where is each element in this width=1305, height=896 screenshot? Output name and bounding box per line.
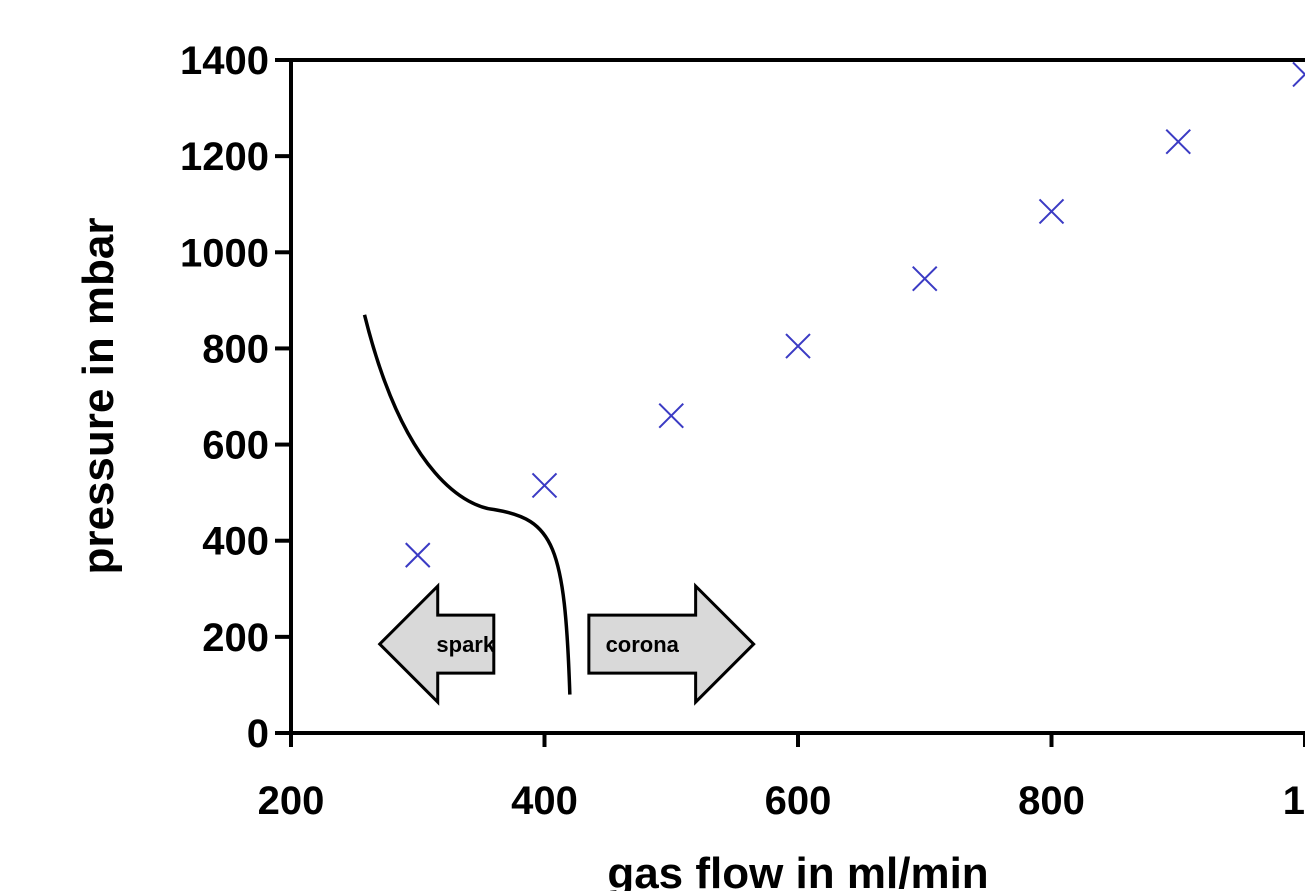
x-axis: 200 400 600 800 10 xyxy=(258,733,1305,823)
data-point xyxy=(658,403,684,429)
data-point-stroke xyxy=(785,333,811,359)
data-point xyxy=(405,542,431,568)
data-point-stroke xyxy=(1292,61,1305,76)
corona-arrow-label: corona xyxy=(606,632,680,657)
data-point-stroke xyxy=(1038,198,1065,225)
data-point-stroke xyxy=(912,266,938,292)
data-point-stroke xyxy=(1165,129,1191,155)
data-point-stroke xyxy=(531,472,558,499)
x-tick-label: 200 xyxy=(258,779,325,823)
data-point-stroke xyxy=(405,542,431,568)
data-point xyxy=(1038,198,1065,225)
y-tick-label: 1400 xyxy=(180,39,269,83)
annotation-layer: spark corona xyxy=(362,314,756,706)
data-point xyxy=(785,333,811,359)
x-tick-label: 400 xyxy=(511,779,578,823)
data-point xyxy=(912,266,938,292)
regime-boundary-curve xyxy=(362,314,572,695)
spark-arrow xyxy=(377,582,496,706)
y-tick-label: 200 xyxy=(202,616,269,660)
y-axis-title: pressure in mbar xyxy=(74,217,123,574)
y-tick-label: 0 xyxy=(247,712,269,756)
data-point xyxy=(1292,61,1305,88)
y-tick-label: 400 xyxy=(202,520,269,564)
data-point xyxy=(1165,129,1191,155)
x-axis-title: gas flow in ml/min xyxy=(607,849,988,891)
corona-arrow xyxy=(587,582,756,706)
y-tick-label: 1000 xyxy=(180,231,269,275)
x-tick-label: 600 xyxy=(765,779,832,823)
y-axis: 0 200 400 600 800 1000 1200 1400 xyxy=(180,39,291,756)
data-point-stroke xyxy=(1292,73,1305,88)
x-tick-label: 10 xyxy=(1283,779,1305,823)
spark-arrow-label: spark xyxy=(436,632,495,657)
x-tick-label: 800 xyxy=(1018,779,1085,823)
y-tick-label: 800 xyxy=(202,327,269,371)
y-tick-label: 600 xyxy=(202,424,269,468)
data-point xyxy=(531,472,558,499)
data-point-stroke xyxy=(658,403,684,429)
y-tick-label: 1200 xyxy=(180,135,269,179)
data-points xyxy=(405,61,1305,568)
